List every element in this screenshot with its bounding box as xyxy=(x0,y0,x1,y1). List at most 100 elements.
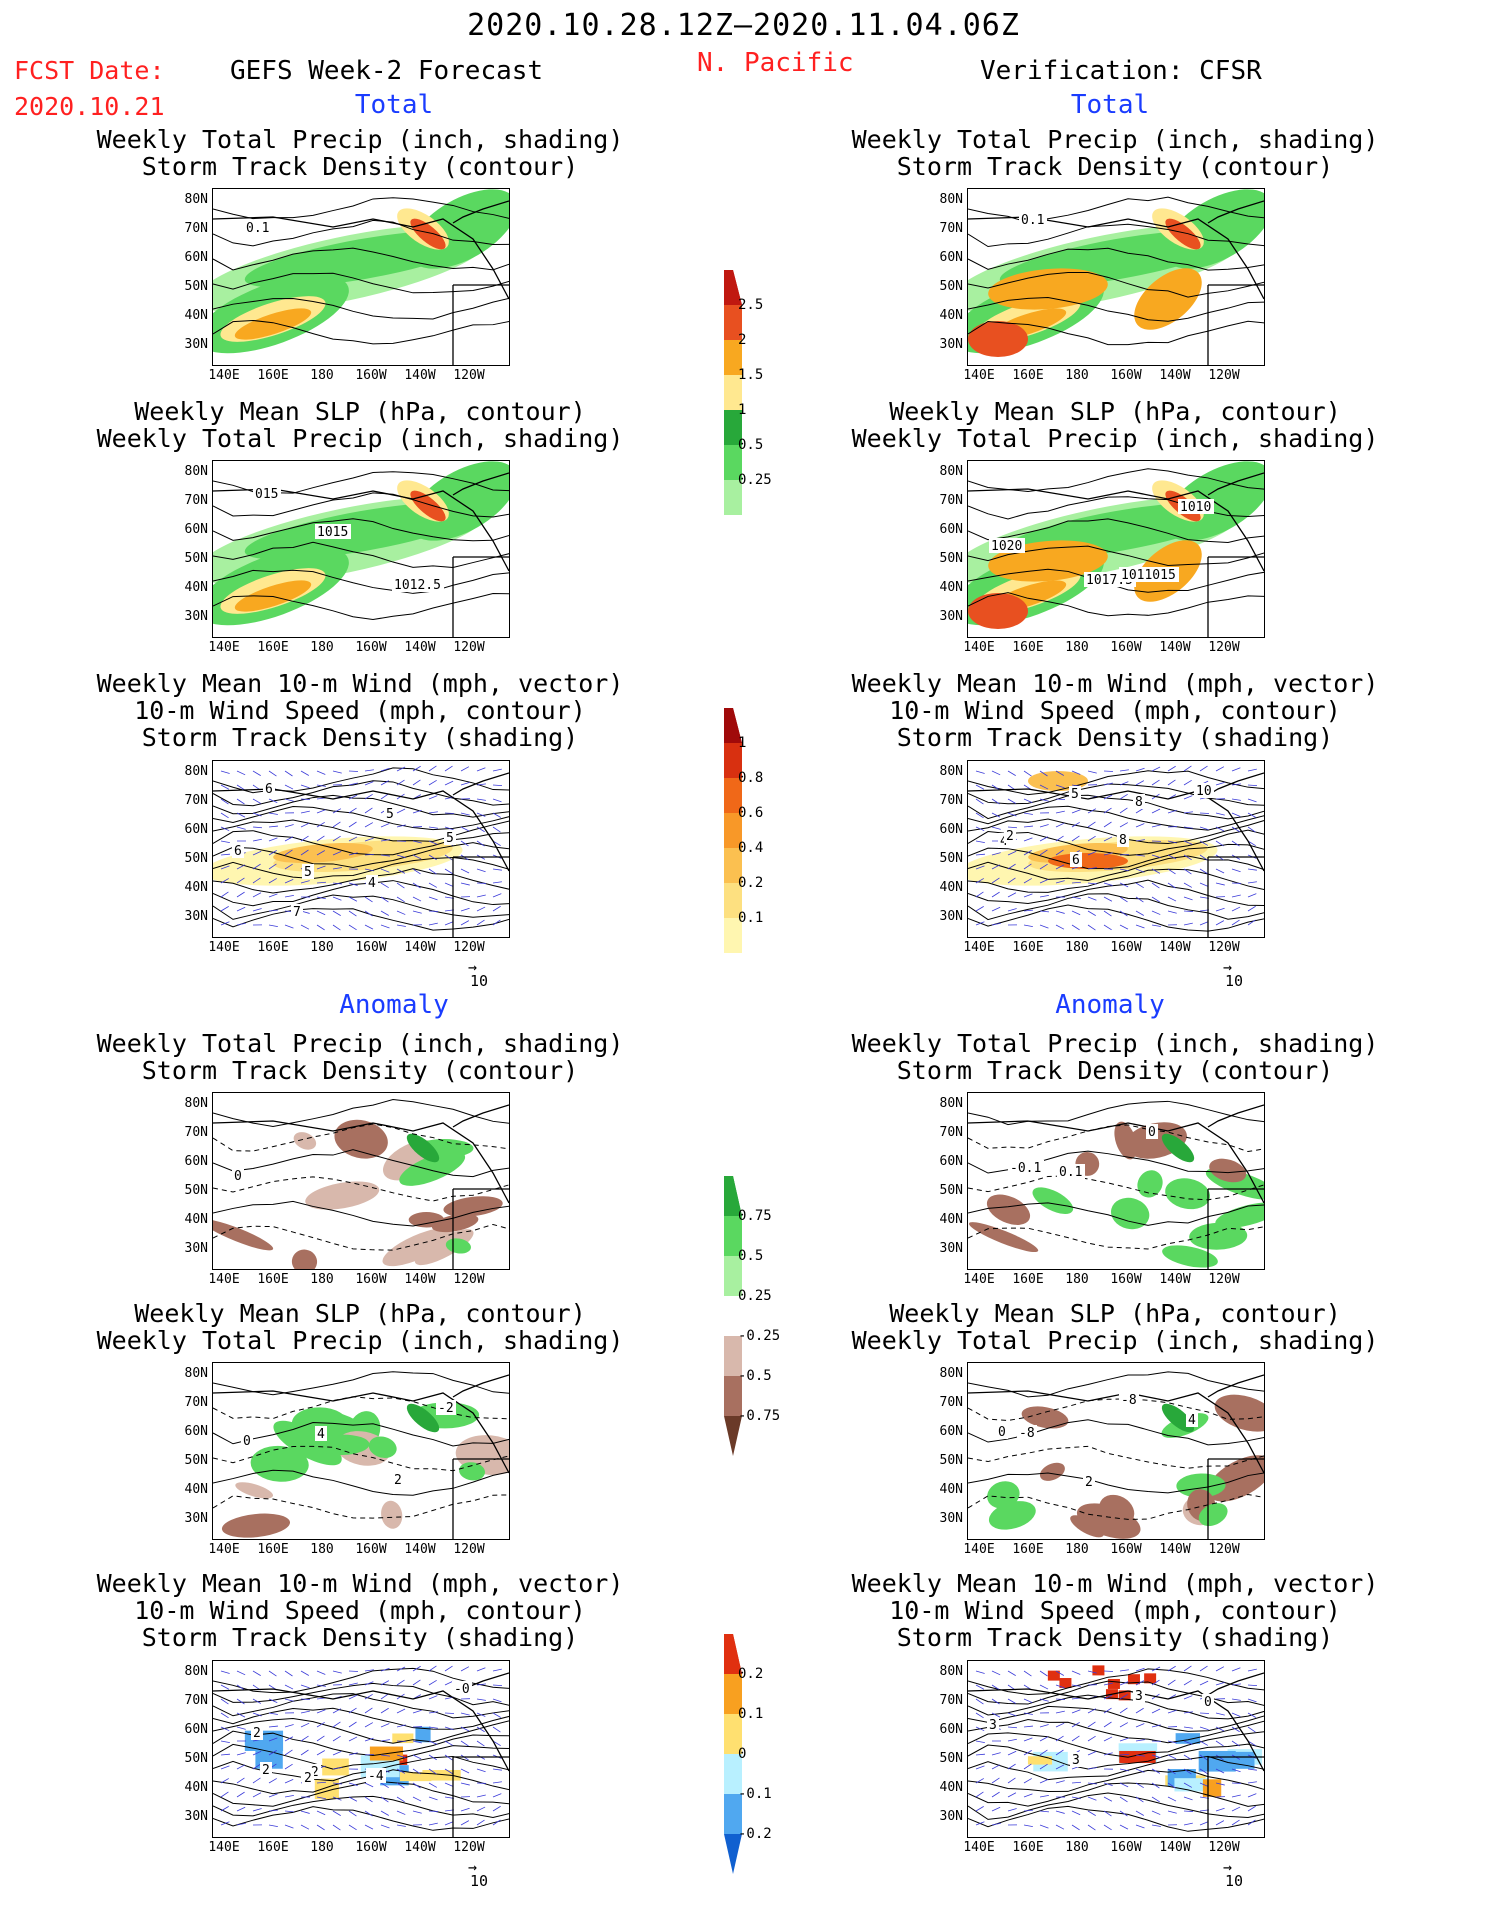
map-panel-v-6: 3 3 3 0 xyxy=(967,1660,1265,1838)
vector-reference-value: 10 xyxy=(1225,972,1244,990)
lon-tick-label: 180 xyxy=(310,1542,334,1557)
colorbar-tick-label: 0.1 xyxy=(738,1706,764,1722)
lon-tick-label: 140E xyxy=(963,1272,995,1287)
lon-tick-label: 160W xyxy=(355,1272,387,1287)
lat-tick-label: 60N xyxy=(939,1424,963,1439)
lat-tick-label: 60N xyxy=(184,822,208,837)
lat-tick-label: 40N xyxy=(184,580,208,595)
lon-tick-label: 140E xyxy=(963,940,995,955)
lon-tick-label: 120W xyxy=(453,640,485,655)
panel-title-v-1: Weekly Total Precip (inch, shading) Storm… xyxy=(790,126,1440,180)
map-svg-f-4: 0 xyxy=(213,1098,509,1269)
lat-tick-label: 40N xyxy=(184,880,208,895)
vector-reference-value: 10 xyxy=(1225,1872,1244,1890)
lat-tick-label: 60N xyxy=(184,1424,208,1439)
contour-label: 0.1 xyxy=(1059,1165,1082,1180)
lon-tick-label: 180 xyxy=(1065,1840,1089,1855)
contour-label: 2 xyxy=(262,1763,270,1778)
lat-tick-label: 40N xyxy=(939,308,963,323)
lon-tick-label: 160W xyxy=(1110,940,1142,955)
map-svg-v-1: 0.1 xyxy=(968,189,1264,365)
lat-tick-label: 70N xyxy=(939,221,963,236)
lat-tick-label: 40N xyxy=(939,880,963,895)
colorbar-tick-label: 2 xyxy=(738,332,747,348)
forecast-anomaly-heading: Anomaly xyxy=(339,990,449,1020)
contour-label: 3 xyxy=(1135,1689,1143,1704)
lat-tick-label: 50N xyxy=(184,1453,208,1468)
map-svg-f-5: 0 4 2 -2 xyxy=(213,1371,509,1539)
lat-tick-label: 40N xyxy=(939,580,963,595)
panel-title-line: Weekly Mean 10-m Wind (mph, vector) xyxy=(96,669,624,698)
verification-column-title: Verification: CFSR xyxy=(980,56,1262,86)
colorbar-tick-label: 0.5 xyxy=(738,437,764,453)
vector-reference-arrow: → xyxy=(1223,1858,1233,1876)
lat-tick-label: 40N xyxy=(184,1212,208,1227)
lat-tick-label: 30N xyxy=(939,1511,963,1526)
contour-label: 0 xyxy=(1148,1125,1156,1140)
colorbar-precip_total xyxy=(724,270,742,550)
lat-tick-label: 80N xyxy=(184,1096,208,1111)
contour-label: 0 xyxy=(234,1169,242,1184)
lon-tick-label: 160W xyxy=(1110,1840,1142,1855)
colorbar-tick-label: -0.25 xyxy=(738,1328,781,1344)
panel-title-v-3: Weekly Mean 10-m Wind (mph, vector) 10-m … xyxy=(790,670,1440,751)
contour-label: 1011015 xyxy=(1121,568,1176,583)
lon-tick-label: 140W xyxy=(1159,1542,1191,1557)
lat-tick-label: 50N xyxy=(184,551,208,566)
contour-label: 4 xyxy=(317,1427,325,1442)
lat-tick-label: 70N xyxy=(184,793,208,808)
lat-tick-label: 80N xyxy=(184,1664,208,1679)
lat-tick-label: 30N xyxy=(184,909,208,924)
contour-label: -0 xyxy=(454,1682,470,1697)
map-svg-f-6: 2-2-4-022 xyxy=(213,1665,509,1837)
vector-reference-arrow: → xyxy=(468,1858,478,1876)
colorbar-tick-label: 0.6 xyxy=(738,805,764,821)
contour-label: 6 xyxy=(1072,853,1080,868)
lon-tick-label: 140E xyxy=(963,1840,995,1855)
contour-label: 2 xyxy=(1085,1475,1093,1490)
lon-tick-label: 120W xyxy=(453,1272,485,1287)
contour-label: 3 xyxy=(989,1718,997,1733)
lat-tick-label: 30N xyxy=(184,609,208,624)
panel-title-f-3: Weekly Mean 10-m Wind (mph, vector) 10-m … xyxy=(35,670,685,751)
lat-tick-label: 40N xyxy=(939,1212,963,1227)
panel-title-line: Weekly Mean 10-m Wind (mph, vector) xyxy=(96,1569,624,1598)
panel-title-line: Weekly Mean 10-m Wind (mph, vector) xyxy=(851,1569,1379,1598)
lon-tick-label: 120W xyxy=(453,940,485,955)
panel-title-f-6: Weekly Mean 10-m Wind (mph, vector) 10-m … xyxy=(35,1570,685,1651)
lon-tick-label: 140W xyxy=(404,940,436,955)
colorbar-tick-label: -0.5 xyxy=(738,1368,772,1384)
vector-reference-arrow: → xyxy=(1223,958,1233,976)
lat-tick-label: 60N xyxy=(184,1154,208,1169)
lat-tick-label: 30N xyxy=(184,1809,208,1824)
contour-label: 2 xyxy=(394,1473,402,1488)
map-svg-f-2: 015 1015 1012.5 xyxy=(213,461,509,637)
vector-reference-value: 10 xyxy=(470,972,489,990)
panel-title-f-1: Weekly Total Precip (inch, shading) Storm… xyxy=(35,126,685,180)
verification-total-heading: Total xyxy=(1070,90,1150,120)
panel-title-v-4: Weekly Total Precip (inch, shading) Storm… xyxy=(790,1030,1440,1084)
lon-tick-label: 140W xyxy=(1159,640,1191,655)
panel-title-f-4: Weekly Total Precip (inch, shading) Storm… xyxy=(35,1030,685,1084)
lon-tick-label: 120W xyxy=(1208,940,1240,955)
lat-tick-label: 80N xyxy=(939,464,963,479)
map-panel-v-3: 4 6 8 10 2 5 8 xyxy=(967,760,1265,938)
panel-title-f-2: Weekly Mean SLP (hPa, contour) Weekly Tot… xyxy=(35,398,685,452)
contour-label: 3 xyxy=(1072,1753,1080,1768)
panel-title-line: 10-m Wind Speed (mph, contour) xyxy=(134,1596,586,1625)
lon-tick-label: 160E xyxy=(1012,1542,1044,1557)
lat-tick-label: 80N xyxy=(939,1664,963,1679)
panel-title-line: Weekly Total Precip (inch, shading) xyxy=(96,1029,624,1058)
contour-label: 2 xyxy=(1006,829,1014,844)
contour-label: 0 xyxy=(998,1425,1006,1440)
lat-tick-label: 60N xyxy=(939,822,963,837)
lat-tick-label: 60N xyxy=(939,522,963,537)
colorbar-tick-label: 0.75 xyxy=(738,1208,772,1224)
contour-label: 1012.5 xyxy=(394,578,441,593)
map-panel-f-6: 2-2-4-022 xyxy=(212,1660,510,1838)
lat-tick-label: 70N xyxy=(939,493,963,508)
lat-tick-label: 40N xyxy=(939,1780,963,1795)
contour-label: 2 xyxy=(304,1771,312,1786)
panel-title-line: 10-m Wind Speed (mph, contour) xyxy=(134,696,586,725)
